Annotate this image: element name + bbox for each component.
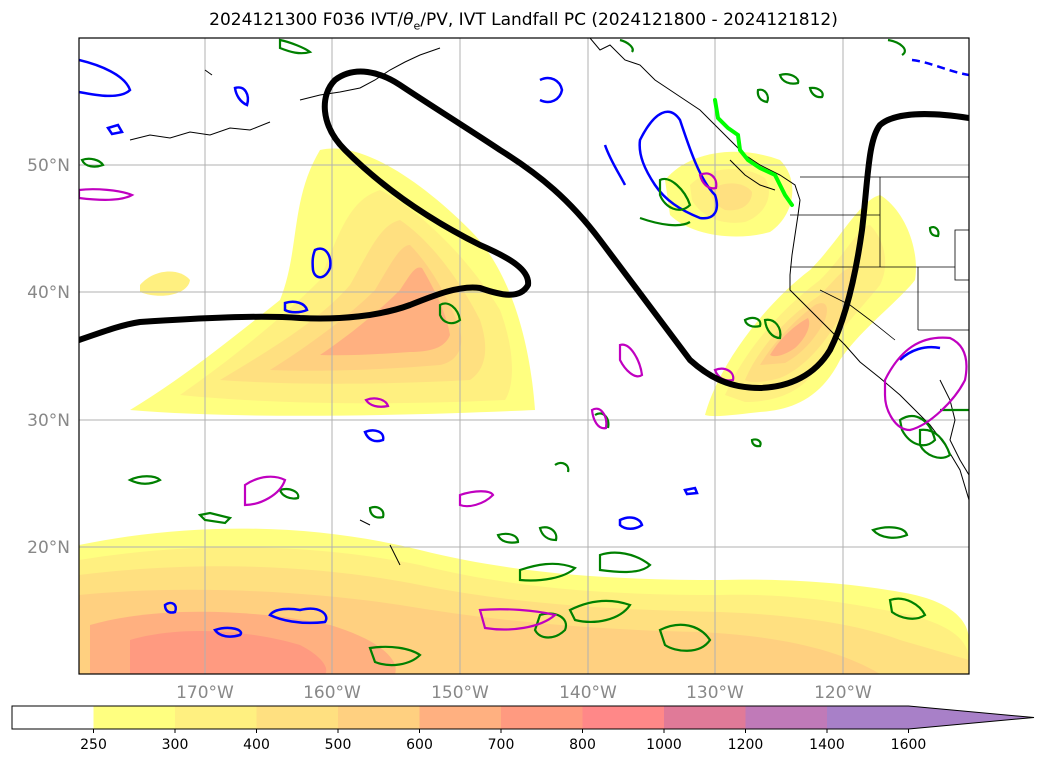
colorbar-segment (827, 706, 909, 729)
ivt-plume-california (705, 195, 916, 417)
lat-label: 20°N (27, 538, 70, 558)
longitude-labels: 170°W 160°W 150°W 140°W 130°W 120°W (176, 683, 872, 703)
lat-label: 50°N (27, 156, 70, 176)
colorbar-segment (93, 706, 176, 729)
pv-magenta-contours (79, 172, 968, 631)
colorbar-segment (501, 706, 583, 729)
map-area (79, 38, 969, 674)
lon-label: 150°W (431, 683, 489, 703)
colorbar-segment (419, 706, 502, 729)
lon-label: 160°W (303, 683, 361, 703)
colorbar-segment (12, 706, 94, 729)
colorbar-tick-label: 800 (569, 737, 596, 753)
colorbar-segment (175, 706, 257, 729)
lon-label: 140°W (559, 683, 617, 703)
colorbar-tick-label: 1000 (646, 737, 682, 753)
lon-label: 170°W (176, 683, 234, 703)
colorbar-segment (256, 706, 339, 729)
colorbar-tick-label: 250 (80, 737, 107, 753)
colorbar-tick-label: 600 (406, 737, 433, 753)
map-frame (78, 37, 970, 675)
latitude-labels: 50°N 40°N 30°N 20°N (27, 156, 70, 558)
lon-label: 120°W (814, 683, 872, 703)
lon-label: 130°W (686, 683, 744, 703)
colorbar-tick-label: 700 (488, 737, 515, 753)
colorbar-tick-label: 1400 (809, 737, 845, 753)
theta-e-contours (79, 58, 969, 638)
colorbar-segment (582, 706, 665, 729)
colorbar-outline (11, 705, 1035, 730)
pv-green-contours (80, 38, 969, 667)
colorbar: 250 300 400 500 600 700 800 1000 1200 1400 1600 (11, 705, 1035, 753)
colorbar-tick-label: 1600 (891, 737, 927, 753)
colorbar-tick-label: 1200 (728, 737, 764, 753)
colorbar-segment (745, 706, 828, 729)
colorbar-tick-label: 300 (162, 737, 189, 753)
colorbar-extend-arrow (908, 706, 1034, 729)
colorbar-tick-label: 500 (325, 737, 352, 753)
map-title: 2024121300 F036 IVT/θe/PV, IVT Landfall … (209, 10, 838, 33)
lat-label: 30°N (27, 411, 70, 431)
ivt-black-contour (79, 68, 969, 392)
landfall-line (713, 98, 794, 207)
colorbar-segment (664, 706, 746, 729)
graticule (79, 38, 969, 674)
colorbar-segment (338, 706, 420, 729)
colorbar-tick-label: 400 (243, 737, 270, 753)
lat-label: 40°N (27, 283, 70, 303)
